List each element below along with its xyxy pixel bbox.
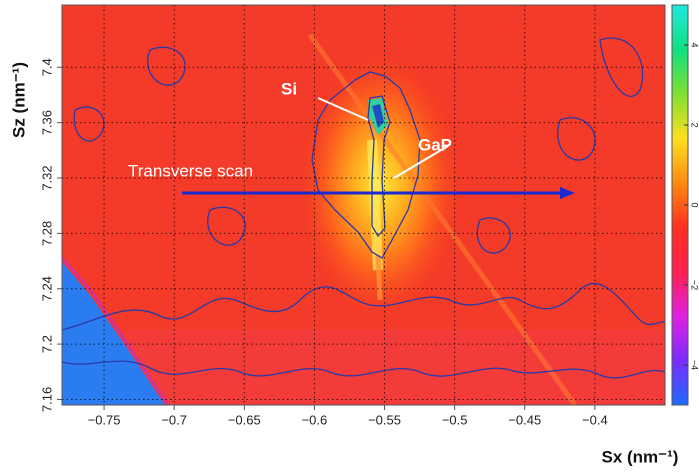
annotation-gap: GaP [418,135,452,154]
colorbar-tick-label: 0 [690,202,699,207]
si-pointer [317,97,369,121]
x-tick-label: −0.55 [368,412,401,427]
x-tick-label: −0.45 [508,412,541,427]
colorbar-tick-label: 4 [690,42,699,47]
scan-arrowhead [560,187,575,199]
colorbar-tick-label: −2 [690,280,699,290]
y-tick-label: 7.4 [39,58,54,76]
y-tick-label: 7.2 [39,335,54,353]
x-tick-label: −0.7 [161,412,187,427]
y-tick-label: 7.28 [39,221,54,246]
colorbar-tick-label: 2 [690,122,699,127]
y-axis-title: Sz (nm⁻¹) [9,62,28,138]
x-tick-label: −0.75 [88,412,121,427]
x-tick-label: −0.4 [582,412,608,427]
y-tick-label: 7.16 [39,387,54,412]
annotation-si: Si [281,79,297,98]
y-tick-label: 7.36 [39,110,54,135]
x-axis-title: Sx (nm⁻¹) [602,447,679,466]
annotation-scan: Transverse scan [128,161,253,180]
colorbar-tick-label: −4 [690,360,699,370]
gap-pointer [393,145,449,179]
plot-frame [61,4,666,406]
grid [62,5,665,405]
x-tick-label: −0.5 [442,412,468,427]
heatmap [62,5,665,405]
y-tick-label: 7.24 [39,276,54,301]
x-tick-label: −0.6 [302,412,328,427]
x-tick-label: −0.65 [228,412,261,427]
y-tick-label: 7.32 [39,165,54,190]
